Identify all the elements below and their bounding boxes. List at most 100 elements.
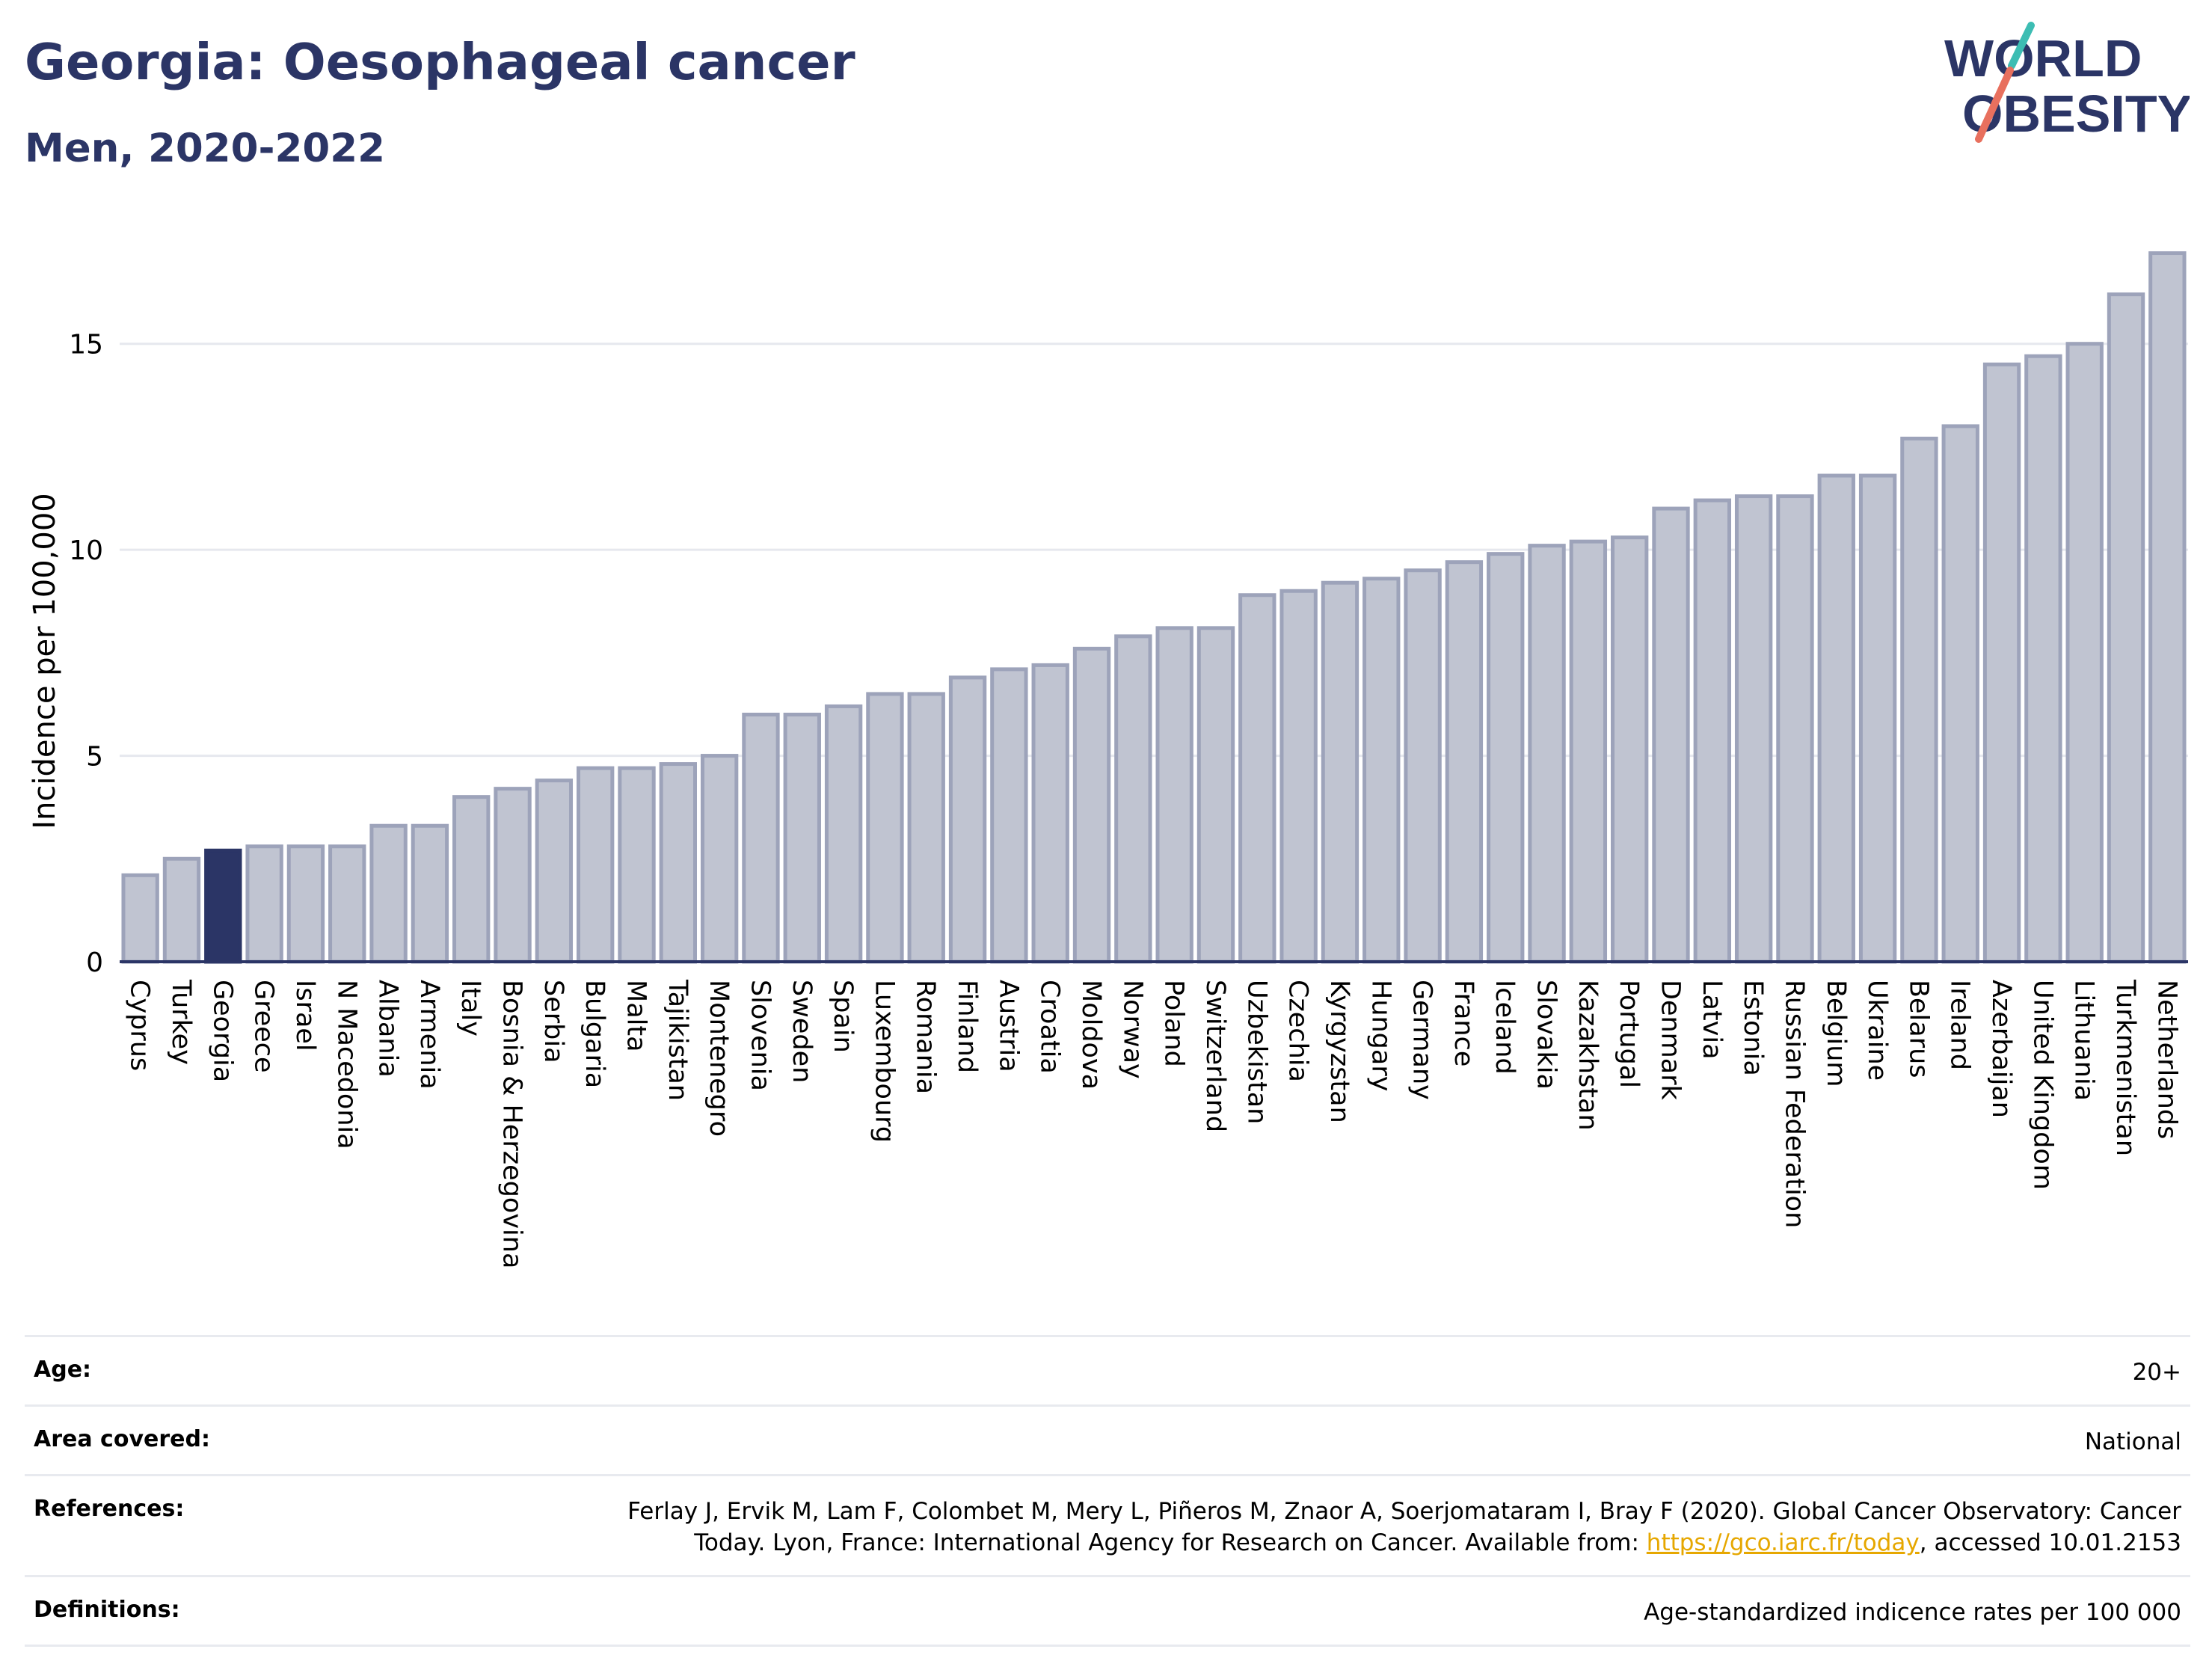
x-tick-label: Montenegro: [704, 980, 734, 1137]
bar-chart: 0 5 10 15 Cyprus Turkey Georgia Greece Israel N M…: [28, 251, 2188, 1268]
y-axis-label: Incidence per 100,000: [28, 493, 62, 829]
bar: [1487, 552, 1525, 964]
x-tick-label: Tajikistan: [663, 979, 692, 1101]
x-tick-label: Turkey: [166, 979, 196, 1065]
x-tick-label: Serbia: [538, 980, 568, 1063]
x-tick-label: Poland: [1159, 980, 1189, 1067]
logo-text-world: WORLD: [1944, 29, 2142, 87]
bar: [1031, 663, 1069, 964]
x-tick-label: Slovenia: [745, 980, 775, 1091]
x-tick-label: Hungary: [1365, 980, 1395, 1091]
bar: [369, 823, 408, 964]
x-tick-label: Lithuania: [2069, 980, 2099, 1101]
x-tick-label: Croatia: [1035, 980, 1065, 1074]
bar: [1693, 498, 1732, 964]
x-tick-label: Armenia: [414, 980, 444, 1090]
y-tick-label: 0: [86, 948, 103, 978]
x-tick-label: United Kingdom: [2027, 980, 2057, 1190]
x-tick-label: Bulgaria: [580, 980, 609, 1088]
x-tick-label: Israel: [290, 980, 320, 1051]
bar: [1072, 646, 1111, 964]
bar: [990, 667, 1028, 964]
references-link[interactable]: https://gco.iarc.fr/today: [1646, 1529, 1920, 1556]
x-tick-label: Czechia: [1283, 980, 1313, 1082]
x-tick-label: Denmark: [1656, 980, 1686, 1101]
bar: [1941, 424, 1979, 964]
age-label: Age:: [34, 1357, 92, 1383]
x-tick-label: Switzerland: [1200, 980, 1230, 1132]
bar: [1114, 634, 1152, 964]
bar: [1528, 544, 1566, 964]
x-tick-label: Ireland: [1945, 980, 1975, 1070]
bar: [1445, 560, 1484, 964]
x-tick-label: Russian Federation: [1779, 980, 1809, 1228]
x-tick-label: Moldova: [1076, 980, 1106, 1090]
logo-slash-teal: [2008, 22, 2035, 70]
bar: [742, 712, 780, 964]
x-tick-label: Estonia: [1738, 980, 1768, 1076]
bar: [618, 766, 656, 964]
bar: [328, 844, 366, 964]
bar: [162, 856, 201, 964]
definitions-value: Age-standardized indicence rates per 100…: [1644, 1599, 2181, 1626]
x-tick-label: Norway: [1117, 980, 1147, 1079]
area-covered-value: National: [2084, 1428, 2181, 1455]
bar: [204, 848, 242, 964]
x-tick-label: Kyrgyzstan: [1324, 980, 1354, 1123]
bar: [245, 844, 283, 964]
x-tick-label: France: [1448, 980, 1478, 1066]
details-row-area: Area covered: National: [25, 1404, 2190, 1474]
x-tick-label: Azerbaijan: [1986, 980, 2016, 1118]
bar: [121, 873, 159, 964]
bar: [1734, 494, 1773, 964]
bar: [866, 692, 904, 964]
bar: [576, 766, 615, 964]
bar: [2024, 354, 2062, 964]
bar: [1817, 473, 1855, 964]
bar: [659, 762, 698, 964]
y-tick-label: 5: [86, 742, 103, 773]
x-tick-label: Greece: [249, 980, 279, 1073]
x-tick-label: Bosnia & Herzegovina: [497, 980, 527, 1268]
bar: [700, 754, 739, 964]
details-row-age: Age: 20+: [25, 1335, 2190, 1404]
definitions-label: Definitions:: [34, 1597, 180, 1623]
bar: [1155, 626, 1193, 964]
references-line2-suffix: , accessed 10.01.2153: [1919, 1529, 2181, 1556]
x-tick-label: Latvia: [1697, 980, 1727, 1060]
chart-subtitle: Men, 2020-2022: [25, 126, 386, 171]
x-tick-label: Iceland: [1490, 980, 1520, 1075]
x-tick-label: Kazakhstan: [1573, 980, 1603, 1131]
details-table: Age: 20+ Area covered: National Referenc…: [25, 1335, 2190, 1647]
bar: [1321, 580, 1360, 964]
bar: [1982, 362, 2021, 964]
x-tick-label: Finland: [952, 980, 982, 1073]
x-tick-label: N Macedonia: [331, 980, 361, 1149]
references-value: Ferlay J, Ervik M, Lam F, Colombet M, Me…: [627, 1496, 2181, 1559]
x-tick-label: Italy: [455, 980, 485, 1037]
chart-title: Georgia: Oesophageal cancer: [25, 33, 855, 91]
bar: [1362, 577, 1401, 964]
bar: [1196, 626, 1235, 964]
bar: [286, 844, 325, 964]
world-obesity-logo: WORLD OBESITY: [1944, 22, 2190, 143]
references-label: References:: [34, 1496, 185, 1522]
bar: [824, 704, 863, 964]
references-line2-prefix: Today. Lyon, France: International Agenc…: [694, 1529, 1647, 1556]
bar: [411, 823, 449, 964]
x-tick-label: Albania: [373, 980, 403, 1078]
bar: [948, 675, 987, 964]
age-value: 20+: [2132, 1359, 2181, 1386]
bar: [452, 795, 491, 964]
bar: [2148, 251, 2187, 964]
bar: [535, 779, 574, 964]
bar: [1652, 506, 1690, 964]
x-tick-label: Ukraine: [1862, 980, 1892, 1081]
logo-slash-coral: [1975, 67, 2014, 143]
x-tick-label: Portugal: [1614, 980, 1644, 1088]
bar: [1404, 568, 1442, 964]
x-tick-label: Malta: [621, 980, 651, 1052]
bar: [2065, 342, 2104, 964]
bar: [907, 692, 945, 964]
x-tick-label: Austria: [993, 980, 1023, 1072]
